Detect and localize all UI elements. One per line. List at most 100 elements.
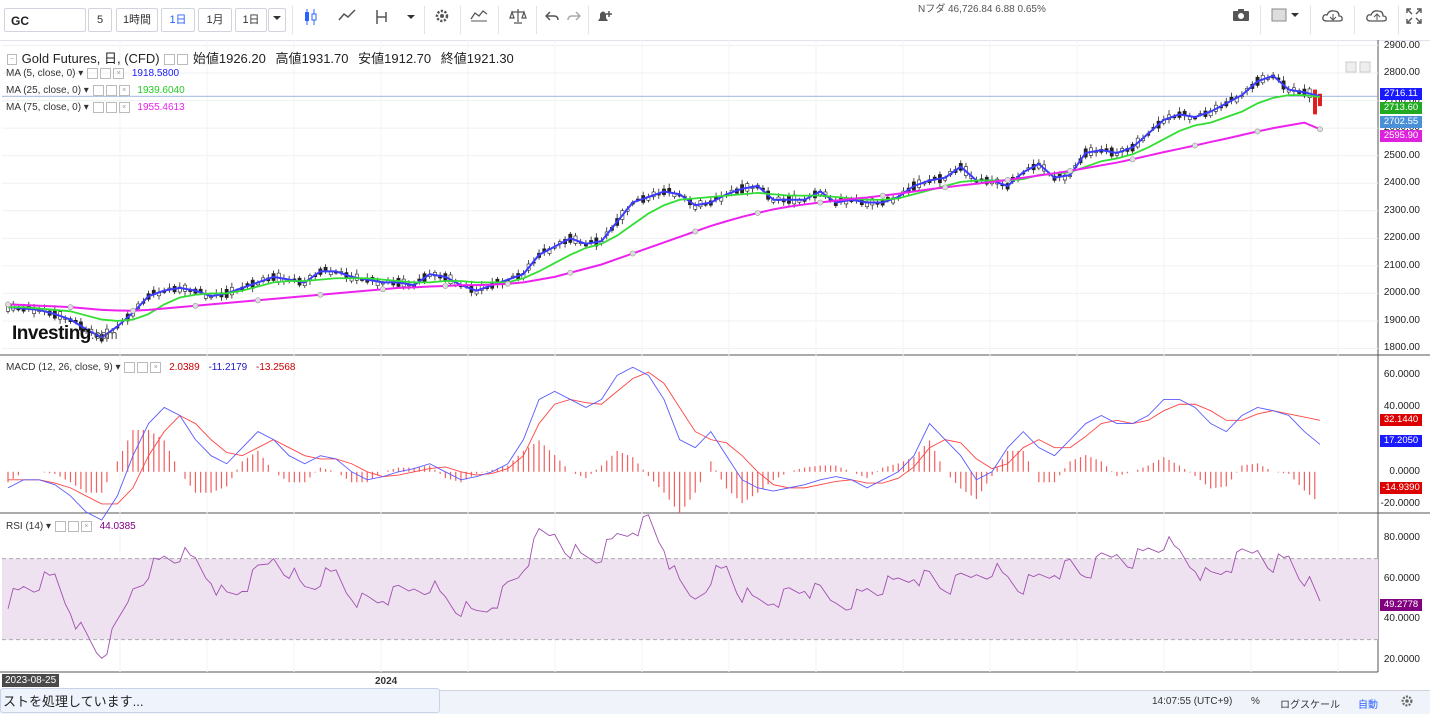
auto-scale-toggle[interactable]: 自動 (1358, 700, 1378, 711)
log-scale-toggle[interactable]: ログスケール (1280, 700, 1340, 711)
chart-area[interactable]: − Gold Futures, 日, (CFD) 始値1926.20 高値193… (0, 40, 1430, 690)
ma75-marker (504, 280, 511, 287)
ma75-name: MA (75, close, 0) (6, 102, 82, 114)
macd-name: MACD (12, 26, close, 9) (6, 362, 113, 374)
ma75-marker (817, 199, 824, 206)
close-icon[interactable]: × (113, 68, 125, 79)
ma75-marker (754, 210, 761, 216)
ma-line-2 (7, 121, 1321, 312)
toolbar-divider (588, 6, 589, 34)
chart-canvas[interactable] (0, 40, 1430, 690)
rsi-band (2, 558, 1378, 640)
percent-toggle[interactable]: % (1251, 696, 1260, 707)
rsi-tick-label: 40.0000 (1383, 613, 1420, 625)
drawing-tools-icon (376, 10, 387, 24)
gear-icon[interactable] (100, 68, 112, 79)
clock-time: 14:07:55 (UTC+9) (1152, 696, 1233, 707)
macd-line-value: -11.2179 (208, 362, 248, 374)
undo-button[interactable] (542, 8, 562, 32)
toolbar-divider (536, 6, 537, 34)
alert-button[interactable] (592, 8, 616, 32)
price-tick-label: 2500.00 (1383, 149, 1420, 161)
eye-icon[interactable] (92, 85, 104, 96)
collapse-icon[interactable]: − (7, 54, 17, 66)
ma75-legend[interactable]: MA (75, close, 0) ▾ × 1955.4613 (6, 102, 185, 114)
gear-icon[interactable] (67, 521, 79, 532)
macd-signal-line (8, 371, 1321, 505)
symbol-title: Gold Futures, 日, (CFD) (21, 51, 160, 66)
gear-icon[interactable] (137, 362, 149, 373)
drawing-tools-button[interactable] (368, 8, 398, 32)
settings-button[interactable] (430, 8, 454, 32)
ohlc-low-value: 1912.70 (384, 51, 432, 66)
toolbar-divider (424, 6, 425, 34)
indicators-button[interactable] (466, 8, 492, 32)
toolbar-divider (292, 6, 293, 34)
toolbar-divider (498, 6, 499, 34)
fullscreen-button[interactable] (1402, 8, 1426, 32)
cloud-save-button[interactable] (1360, 8, 1394, 32)
toolbar-divider (1310, 6, 1311, 34)
eye-icon[interactable] (124, 362, 136, 373)
close-icon[interactable]: × (118, 85, 130, 96)
gear-icon[interactable] (177, 54, 189, 66)
interval-5-button[interactable]: 5 (88, 8, 112, 32)
interval-1d-button[interactable]: 1日 (161, 8, 195, 32)
ma75-marker (67, 304, 74, 311)
crosshair-date-label: 2023-08-25 (2, 674, 60, 687)
gear-icon (435, 9, 449, 23)
eye-icon[interactable] (87, 68, 99, 79)
cloud-load-button[interactable] (1316, 8, 1350, 32)
rsi-value: 44.0385 (99, 521, 136, 533)
symbol-input[interactable]: GC (4, 8, 86, 32)
ma75-marker (130, 307, 136, 314)
drawing-dropdown-button[interactable] (402, 8, 420, 32)
price-tick-label: 2900.00 (1383, 39, 1420, 51)
bell-plus-icon (598, 11, 612, 21)
ma25-legend[interactable]: MA (25, close, 0) ▾ × 1939.6040 (6, 85, 185, 97)
price-tick-label: 1900.00 (1383, 314, 1420, 326)
candle-body (1318, 93, 1322, 107)
ma5-value: 1918.5800 (131, 68, 180, 80)
macd-tick-label: -20.0000 (1380, 497, 1420, 509)
macd-legend[interactable]: MACD (12, 26, close, 9) ▾ × 2.0389 -11.2… (6, 362, 296, 374)
ma5-legend[interactable]: MA (5, close, 0) ▾ × 1918.5800 (6, 68, 180, 80)
ohlc-high-value: 1931.70 (301, 51, 349, 66)
screenshot-button[interactable] (1224, 8, 1258, 32)
gear-icon (1401, 695, 1413, 707)
line-chart-button[interactable] (332, 8, 362, 32)
range-1d-button[interactable]: 1日 (235, 8, 267, 32)
eye-icon[interactable] (54, 521, 66, 532)
gear-icon[interactable] (105, 85, 117, 96)
ma75-marker (1254, 128, 1261, 135)
settings-button[interactable] (1400, 694, 1414, 711)
interval-1m-button[interactable]: 1月 (198, 8, 232, 32)
interval-1h-button[interactable]: 1時間 (116, 8, 158, 32)
candlestick-button[interactable] (298, 8, 324, 32)
ma75-marker (1192, 142, 1198, 149)
gear-icon[interactable] (105, 102, 117, 113)
camera-icon (1233, 9, 1249, 21)
candlestick-icon (305, 9, 317, 25)
status-message: ストを処理しています... (0, 688, 440, 713)
layout-button[interactable] (1266, 8, 1306, 32)
ma75-marker (442, 283, 449, 289)
compare-button[interactable] (504, 8, 532, 32)
close-icon[interactable]: × (118, 102, 130, 113)
ma-line-1 (8, 94, 1321, 322)
macd-hist-value: 2.0389 (169, 362, 200, 374)
close-icon[interactable]: × (80, 521, 92, 532)
redo-button[interactable] (564, 8, 584, 32)
toolbar-divider (1398, 6, 1399, 34)
eye-icon[interactable] (164, 54, 176, 66)
eye-icon[interactable] (92, 102, 104, 113)
macd-tick-label: 60.0000 (1383, 369, 1420, 381)
price-tick-label: 2100.00 (1383, 259, 1420, 271)
indicators-icon (470, 10, 488, 22)
interval-dropdown-button[interactable] (268, 8, 286, 32)
close-icon[interactable]: × (150, 362, 162, 373)
rsi-tick-label: 20.0000 (1383, 653, 1420, 665)
price-tick-label: 2800.00 (1383, 67, 1420, 79)
ma75-marker (879, 192, 886, 199)
rsi-legend[interactable]: RSI (14) ▾ × 44.0385 (6, 521, 136, 533)
